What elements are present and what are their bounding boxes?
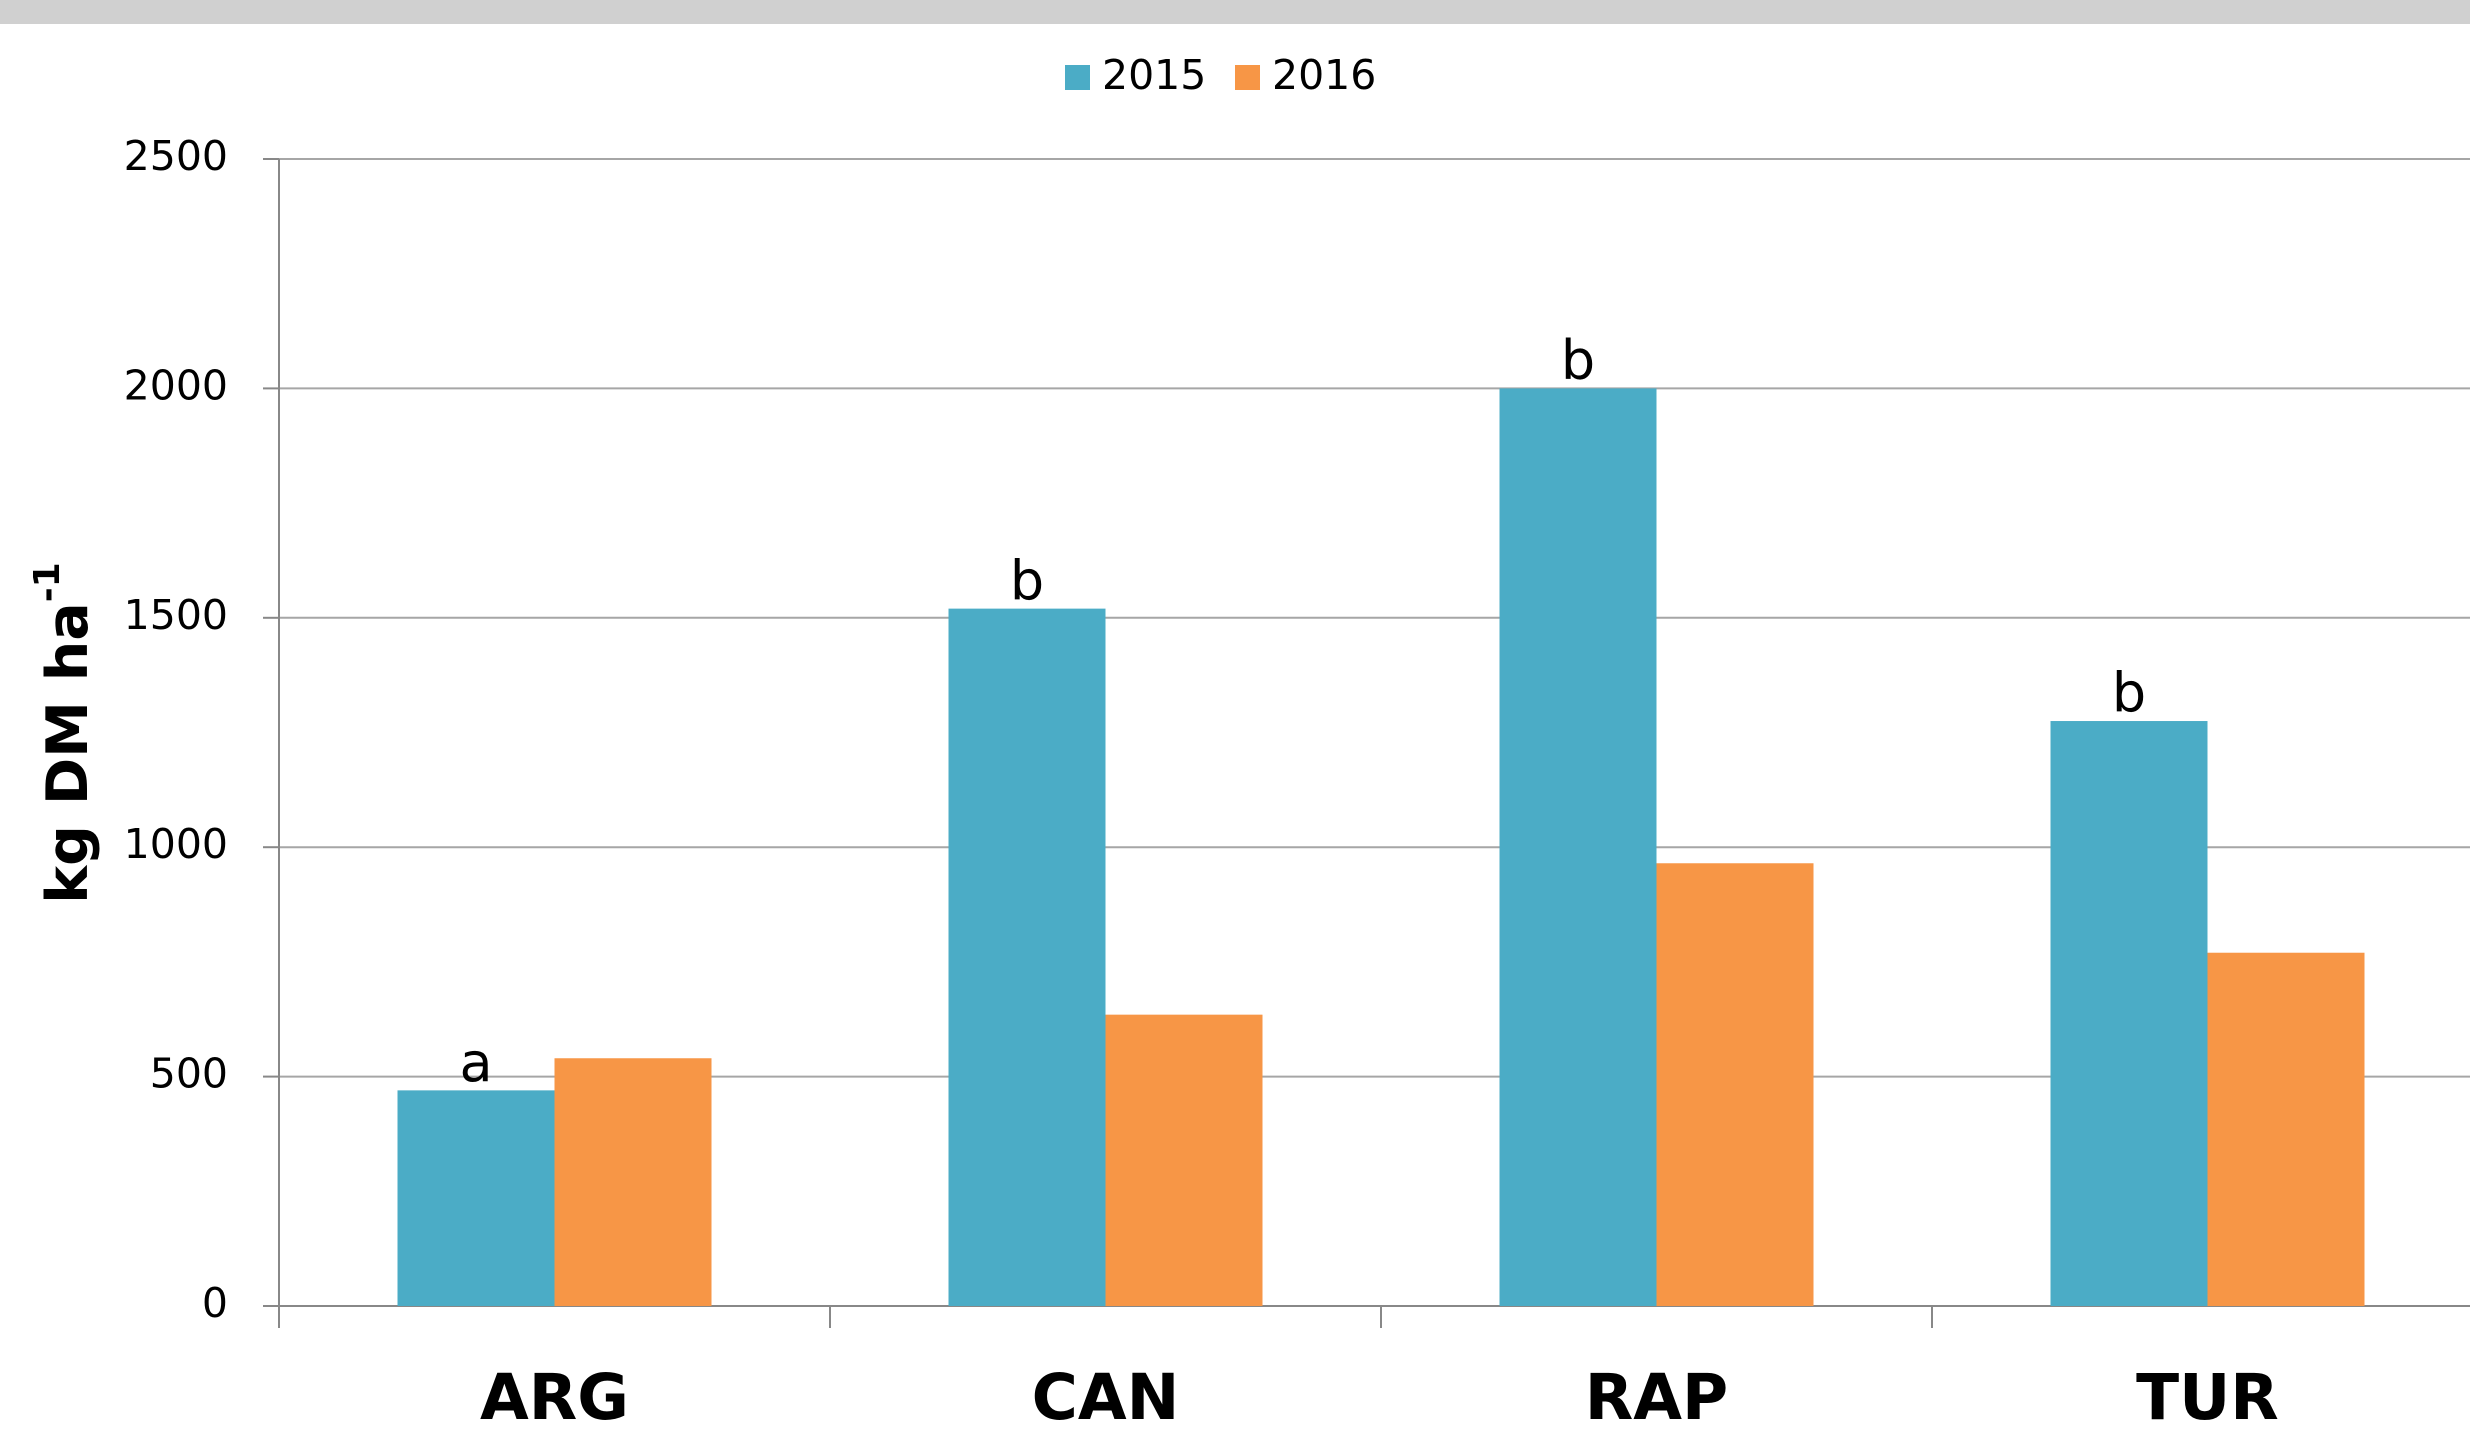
bar xyxy=(1105,1014,1263,1306)
bar xyxy=(2207,952,2365,1306)
bar xyxy=(554,1058,712,1306)
top-bar xyxy=(0,0,2470,24)
bar xyxy=(2050,721,2208,1306)
significance-label: b xyxy=(2112,662,2146,725)
legend-swatch xyxy=(1065,65,1090,90)
x-tick-label: TUR xyxy=(2136,1361,2279,1434)
y-tick-label: 1500 xyxy=(124,591,228,639)
y-axis-label: kg DM ha-1 xyxy=(27,562,101,903)
legend-label: 2016 xyxy=(1272,51,1376,99)
bar xyxy=(397,1090,555,1306)
y-axis-label-sup: -1 xyxy=(27,562,68,602)
bar xyxy=(1499,388,1657,1306)
y-tick-label: 1000 xyxy=(124,820,228,868)
y-tick-label: 2000 xyxy=(124,361,228,409)
x-tick-label: CAN xyxy=(1032,1361,1180,1434)
y-tick-label: 0 xyxy=(202,1279,228,1327)
bar xyxy=(948,608,1106,1306)
y-tick-label: 500 xyxy=(150,1050,228,1098)
legend-swatch xyxy=(1235,65,1260,90)
x-tick-label: RAP xyxy=(1585,1361,1728,1434)
y-axis-label-text: kg DM ha xyxy=(35,602,101,903)
significance-label: b xyxy=(1010,549,1044,612)
y-tick-label: 2500 xyxy=(124,132,228,180)
legend-label: 2015 xyxy=(1102,51,1206,99)
significance-label: a xyxy=(459,1031,492,1094)
x-tick-label: ARG xyxy=(480,1361,629,1434)
significance-label: b xyxy=(1561,329,1595,392)
bar xyxy=(1656,863,1814,1306)
